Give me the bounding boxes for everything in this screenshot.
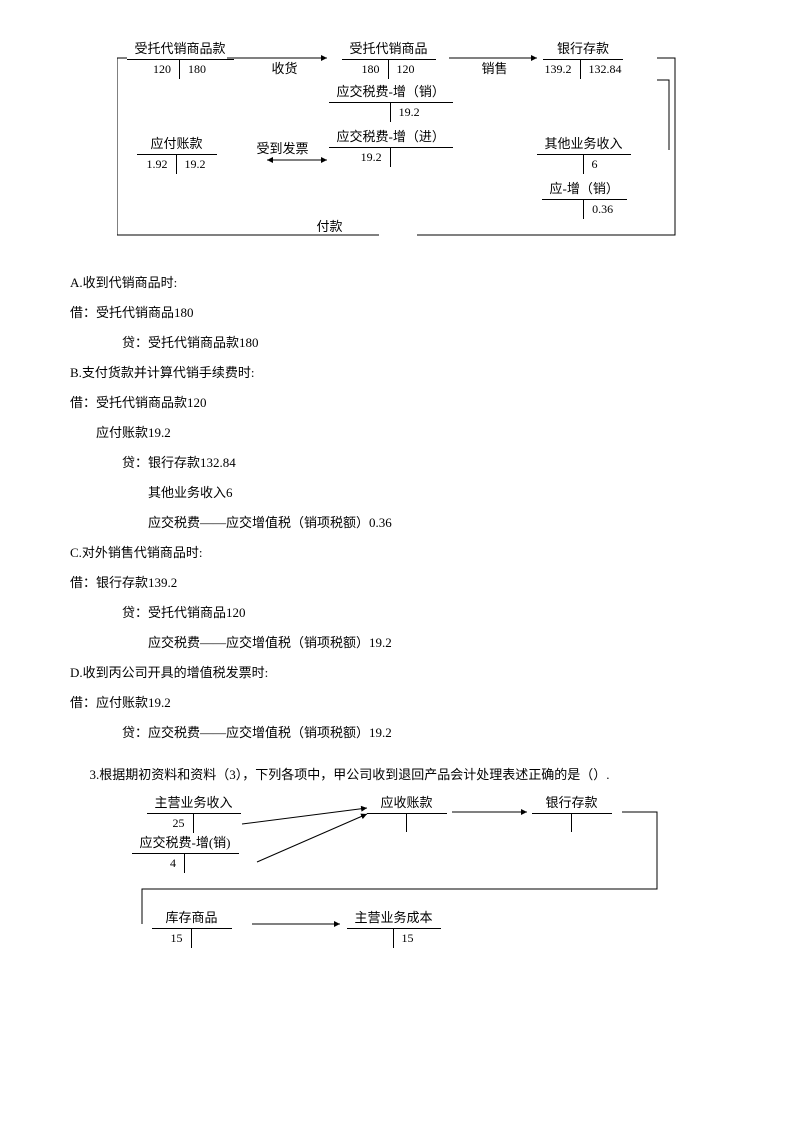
acct-debit [367,814,407,832]
journal-entries: A.收到代销商品时: 借：受托代销商品180 贷：受托代销商品款180 B.支付… [70,270,723,746]
acct-credit [391,148,431,167]
entry-b-title: B.支付货款并计算代销手续费时: [70,360,723,386]
entry-a-cr: 贷：受托代销商品款180 [70,330,723,356]
acct-debit: 25 [154,814,194,833]
acct-credit: 19.2 [177,155,217,174]
label-invoice: 受到发票 [257,140,309,158]
acct-title: 应交税费-增（进） [329,128,453,148]
entry-c-dr: 借：银行存款139.2 [70,570,723,596]
acct-credit [185,854,225,873]
acct-credit: 15 [394,929,434,948]
entry-a-dr: 借：受托代销商品180 [70,300,723,326]
entry-c-cr1: 贷：受托代销商品120 [70,600,723,626]
entry-d-dr: 借：应付账款19.2 [70,690,723,716]
entry-c-cr2: 应交税费——应交增值税（销项税额）19.2 [70,630,723,656]
acct-ap: 应付账款 1.92 19.2 [137,135,217,174]
acct-debit: 139.2 [537,60,581,79]
acct-bank: 银行存款 139.2 132.84 [537,40,630,79]
acct-title: 受托代销商品款 [127,40,234,60]
entry-a-title: A.收到代销商品时: [70,270,723,296]
entry-b-cr1: 贷：银行存款132.84 [70,450,723,476]
acct-ar: 应收账款 [367,794,447,832]
acct-credit [194,814,234,833]
acct-main-rev: 主营业务收入 25 [147,794,241,833]
acct-credit [407,814,447,832]
acct-tax-out2: 应-增（销） 0.36 [542,180,627,219]
entry-b-cr2: 其他业务收入6 [70,480,723,506]
acct-debit [354,929,394,948]
entry-b-cr3: 应交税费——应交增值税（销项税额）0.36 [70,510,723,536]
entry-c-title: C.对外销售代销商品时: [70,540,723,566]
acct-title: 应-增（销） [542,180,627,200]
acct-debit: 180 [349,60,389,79]
acct-debit: 4 [145,854,185,873]
label-sell: 销售 [482,60,508,78]
acct-main-cost: 主营业务成本 15 [347,909,441,948]
acct-consign-pay: 受托代销商品款 120 180 [127,40,234,79]
acct-debit: 1.92 [137,155,177,174]
acct-title: 其他业务收入 [537,135,631,155]
acct-debit [351,103,391,122]
acct-debit [544,200,584,219]
acct-credit: 0.36 [584,200,624,219]
acct-debit: 120 [140,60,180,79]
acct-credit: 120 [389,60,429,79]
acct-consign-goods: 受托代销商品 180 120 [342,40,436,79]
acct-title: 主营业务成本 [347,909,441,929]
acct-credit [572,814,612,832]
acct-title: 受托代销商品 [342,40,436,60]
acct-title: 应付账款 [137,135,217,155]
acct-other-income: 其他业务收入 6 [537,135,631,174]
acct-title: 银行存款 [543,40,623,60]
entry-d-title: D.收到丙公司开具的增值税发票时: [70,660,723,686]
acct-debit: 15 [152,929,192,948]
entry-b-dr1: 借：受托代销商品款120 [70,390,723,416]
diagram-1: 受托代销商品款 120 180 收货 受托代销商品 180 120 销售 银行存… [117,40,677,240]
acct-debit [544,155,584,174]
acct-credit: 132.84 [581,60,630,79]
acct-tax-out: 应交税费-增（销） 19.2 [329,83,453,122]
acct-credit: 6 [584,155,624,174]
question-3: 3.根据期初资料和资料（3），下列各项中，甲公司收到退回产品会计处理表述正确的是… [70,766,723,784]
acct-debit: 19.2 [351,148,391,167]
acct-credit [192,929,232,948]
acct-inventory: 库存商品 15 [152,909,232,948]
acct-tax-in: 应交税费-增（进） 19.2 [329,128,453,167]
acct-tax-out-2: 应交税费-增(销) 4 [132,834,239,873]
label-pay: 付款 [317,218,343,236]
acct-title: 银行存款 [532,794,612,814]
acct-credit: 19.2 [391,103,431,122]
acct-title: 库存商品 [152,909,232,929]
acct-title: 主营业务收入 [147,794,241,814]
acct-title: 应交税费-增（销） [329,83,453,103]
acct-bank-2: 银行存款 [532,794,612,832]
acct-title: 应交税费-增(销) [132,834,239,854]
entry-d-cr: 贷：应交税费——应交增值税（销项税额）19.2 [70,720,723,746]
label-receive: 收货 [272,60,298,78]
entry-b-dr2: 应付账款19.2 [70,420,723,446]
acct-debit [532,814,572,832]
acct-title: 应收账款 [367,794,447,814]
acct-credit: 180 [180,60,220,79]
diagram-2: 主营业务收入 25 应收账款 银行存款 应交税费-增(销) 4 库存商品 15 [132,794,662,969]
